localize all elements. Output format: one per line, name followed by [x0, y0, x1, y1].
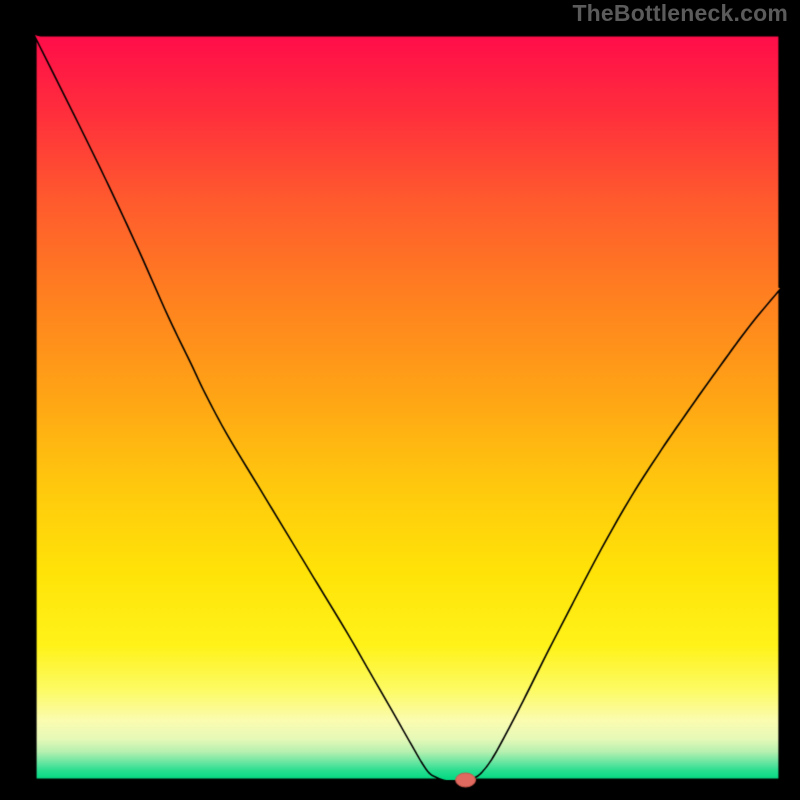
bottleneck-chart-canvas: [0, 0, 800, 800]
watermark-label: TheBottleneck.com: [572, 0, 788, 27]
chart-container: TheBottleneck.com: [0, 0, 800, 800]
